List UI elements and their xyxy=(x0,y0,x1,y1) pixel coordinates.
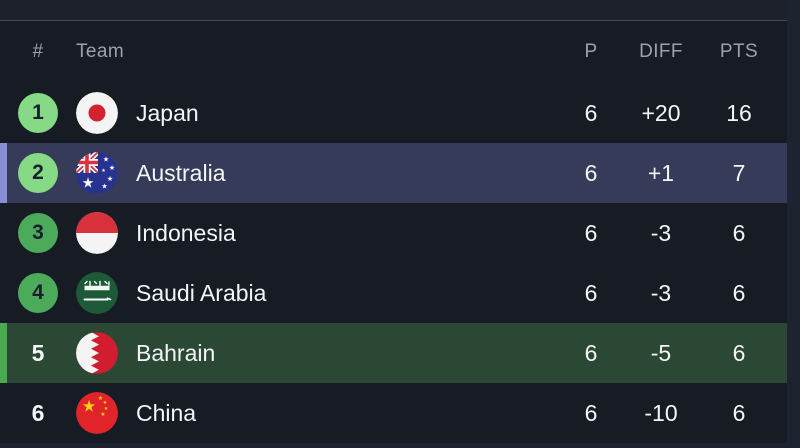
header-diff: DIFF xyxy=(639,41,683,62)
table-row-indonesia[interactable]: 3 Indonesia 6 -3 6 xyxy=(0,203,787,263)
played-value: 6 xyxy=(584,399,598,426)
flag-bahrain-icon xyxy=(76,332,118,374)
svg-text:★: ★ xyxy=(107,175,113,183)
svg-text:★: ★ xyxy=(101,183,107,191)
flag-indonesia-icon xyxy=(76,212,118,254)
team-name: Indonesia xyxy=(136,219,236,246)
pts-value: 6 xyxy=(732,339,746,366)
svg-text:★: ★ xyxy=(82,176,95,192)
svg-text:★: ★ xyxy=(109,164,115,172)
svg-text:★: ★ xyxy=(101,168,106,174)
table-row-bahrain[interactable]: 5 Bahrain 6 -5 6 xyxy=(0,323,787,383)
rank-badge: 3 xyxy=(18,213,58,253)
pts-value: 16 xyxy=(726,99,752,126)
flag-japan-icon xyxy=(76,92,118,134)
flag-saudi-arabia-icon xyxy=(76,272,118,314)
svg-text:★: ★ xyxy=(100,411,105,418)
header-pts: PTS xyxy=(719,41,759,62)
team-name: Saudi Arabia xyxy=(136,279,267,306)
pts-value: 6 xyxy=(732,219,746,246)
pts-value: 6 xyxy=(732,279,746,306)
rank-cell: 4 xyxy=(0,273,76,313)
team-name: Australia xyxy=(136,159,226,186)
diff-value: +1 xyxy=(647,159,675,186)
diff-value: -3 xyxy=(650,219,672,246)
rank-number: 6 xyxy=(31,399,45,426)
rank-cell: 5 xyxy=(0,340,76,367)
rank-badge: 2 xyxy=(18,153,58,193)
rank-number: 5 xyxy=(31,339,45,366)
played-value: 6 xyxy=(584,339,598,366)
played-value: 6 xyxy=(584,99,598,126)
svg-text:★: ★ xyxy=(103,400,108,406)
rank-badge: 1 xyxy=(18,93,58,133)
pts-value: 6 xyxy=(732,399,746,426)
played-value: 6 xyxy=(584,219,598,246)
rank-cell: 3 xyxy=(0,213,76,253)
header-rank: # xyxy=(32,41,44,62)
header-played: P xyxy=(584,41,598,62)
svg-text:★: ★ xyxy=(104,406,109,412)
flag-china-icon: ★ ★ ★ ★ ★ xyxy=(76,392,118,434)
diff-value: -3 xyxy=(650,279,672,306)
table-row-saudi-arabia[interactable]: 4 Saudi Arabia 6 -3 6 xyxy=(0,263,787,323)
team-name: Japan xyxy=(136,99,199,126)
team-name: Bahrain xyxy=(136,339,216,366)
table-body: 1 Japan 6 +20 16 2 ★ ★ ★ ★ ★ ★ Australia… xyxy=(0,83,787,443)
diff-value: +20 xyxy=(641,99,681,126)
flag-australia-icon: ★ ★ ★ ★ ★ ★ xyxy=(76,152,118,194)
header-team: Team xyxy=(76,41,125,62)
rank-cell: 6 xyxy=(0,400,76,427)
diff-value: -10 xyxy=(644,399,678,426)
table-row-china[interactable]: 6 ★ ★ ★ ★ ★ China 6 -10 6 xyxy=(0,383,787,443)
rank-cell: 2 xyxy=(0,153,76,193)
svg-text:★: ★ xyxy=(98,395,103,402)
rank-cell: 1 xyxy=(0,93,76,133)
table-header-row: # Team P DIFF PTS xyxy=(0,21,787,83)
svg-text:★: ★ xyxy=(82,397,96,416)
diff-value: -5 xyxy=(650,339,672,366)
played-value: 6 xyxy=(584,279,598,306)
rank-badge: 4 xyxy=(18,273,58,313)
team-name: China xyxy=(136,399,197,426)
table-row-japan[interactable]: 1 Japan 6 +20 16 xyxy=(0,83,787,143)
played-value: 6 xyxy=(584,159,598,186)
table-row-australia[interactable]: 2 ★ ★ ★ ★ ★ ★ Australia 6 +1 7 xyxy=(0,143,787,203)
pts-value: 7 xyxy=(732,159,746,186)
standings-table: # Team P DIFF PTS 1 Japan 6 +20 16 2 ★ ★… xyxy=(0,0,787,443)
svg-text:★: ★ xyxy=(103,156,109,164)
widget-top-bar xyxy=(0,0,787,21)
